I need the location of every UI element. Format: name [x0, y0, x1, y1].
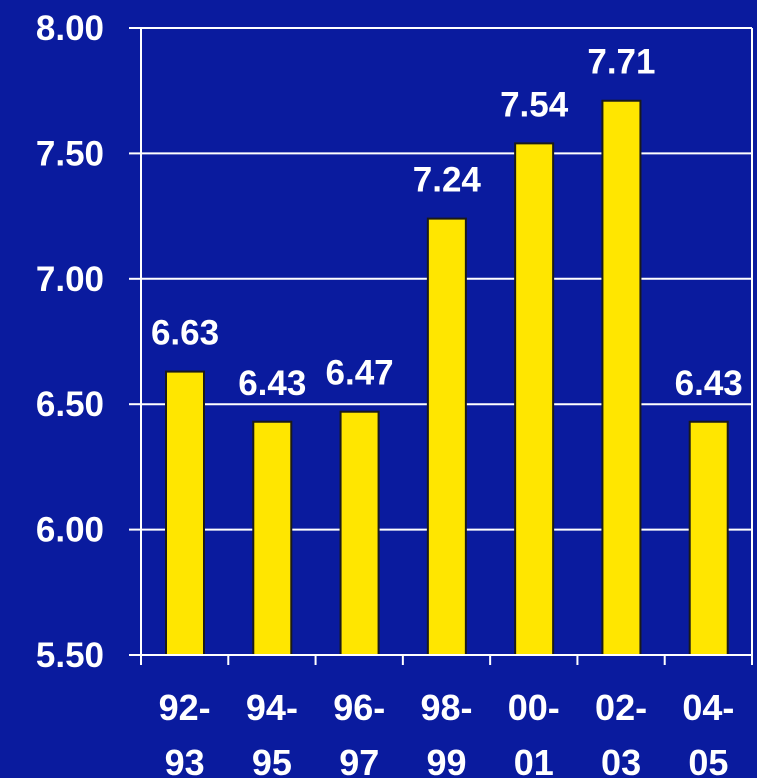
- y-tick-label: 6.50: [36, 385, 104, 424]
- bar-5: [601, 99, 642, 657]
- x-tick-label-1-line-0: 94-: [246, 687, 298, 728]
- data-label-1: 6.43: [238, 364, 306, 403]
- y-tick-label: 7.00: [36, 260, 104, 299]
- data-label-3: 7.24: [413, 161, 482, 200]
- bar-0: [165, 370, 205, 656]
- x-tick-label-3-line-1: 99: [426, 742, 466, 778]
- bar-2: [339, 410, 380, 656]
- x-tick-label-2-line-1: 97: [339, 742, 379, 778]
- y-tick-label: 8.00: [36, 9, 104, 48]
- y-tick-label: 7.50: [36, 134, 104, 173]
- y-tick-labels: 5.50 6.00 6.50 7.00 7.50 8.00: [36, 9, 104, 675]
- data-label-6: 6.43: [675, 364, 743, 403]
- x-tick-label-1-line-1: 95: [252, 742, 292, 778]
- x-tick-labels: 92- 93 94- 95 96- 97 98- 99 00- 01 02- 03 04- 05: [159, 687, 735, 778]
- x-tick-label-2-line-0: 96-: [333, 687, 385, 728]
- x-tick-label-4-line-1: 01: [514, 742, 554, 778]
- data-label-2: 6.47: [326, 354, 394, 393]
- x-tick-label-0-line-0: 92-: [159, 687, 211, 728]
- x-tick-label-6-line-1: 05: [688, 742, 728, 778]
- bars: [165, 99, 729, 657]
- bar-1: [252, 420, 293, 657]
- y-tick-label: 6.00: [36, 511, 104, 550]
- data-labels: 6.63 6.43 6.47 7.24 7.54 7.71 6.43: [151, 43, 743, 403]
- bar-3: [426, 217, 467, 656]
- x-tick-label-0-line-1: 93: [165, 742, 205, 778]
- data-label-5: 7.71: [587, 43, 655, 82]
- x-tick-label-5-line-1: 03: [601, 742, 641, 778]
- axes: [129, 27, 753, 665]
- x-tick-label-4-line-0: 00-: [508, 687, 560, 728]
- y-tick-label: 5.50: [36, 636, 104, 675]
- data-label-0: 6.63: [151, 314, 219, 353]
- x-tick-label-5-line-0: 02-: [595, 687, 647, 728]
- bar-6: [688, 420, 729, 657]
- x-tick-label-6-line-0: 04-: [682, 687, 734, 728]
- data-label-4: 7.54: [500, 85, 569, 124]
- bar-4: [514, 142, 555, 656]
- x-tick-label-3-line-0: 98-: [420, 687, 472, 728]
